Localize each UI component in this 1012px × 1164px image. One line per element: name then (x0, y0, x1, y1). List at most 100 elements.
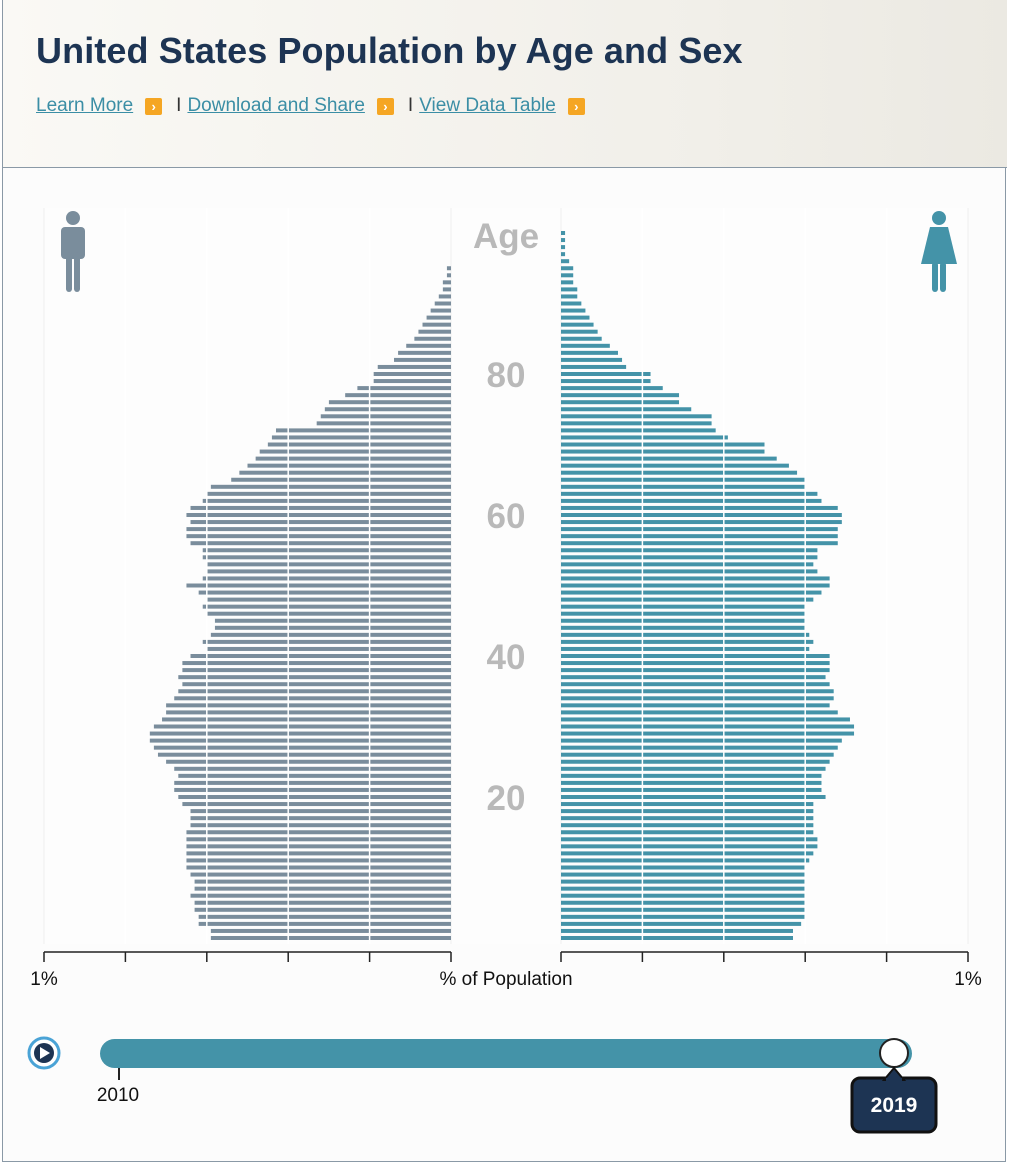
female-bar (561, 520, 842, 525)
female-bar (561, 421, 712, 426)
male-bar (406, 343, 451, 348)
download-and-share-link[interactable]: Download and Share (187, 95, 365, 116)
selected-year-label: 2019 (871, 1094, 918, 1117)
female-bar (561, 632, 810, 637)
male-bar (178, 773, 451, 778)
age-axis-title: Age (473, 217, 539, 256)
female-bar (561, 837, 818, 842)
male-bar (202, 604, 451, 609)
male-bar (214, 625, 451, 630)
female-bar (561, 604, 806, 609)
male-bar (198, 921, 451, 926)
female-bar (561, 527, 838, 532)
male-bar (442, 287, 451, 292)
male-bar (206, 597, 451, 602)
female-bar (561, 463, 789, 468)
arrow-right-icon[interactable]: › (376, 97, 394, 115)
male-bar (149, 731, 451, 736)
x-tick-left-max: 1% (30, 969, 58, 990)
female-bar (561, 245, 566, 250)
header-links: Learn More › I Download and Share › I Vi… (36, 95, 599, 117)
male-bar (434, 301, 451, 306)
female-bar (561, 273, 574, 278)
male-bar (157, 752, 451, 757)
male-bar (166, 710, 451, 715)
female-bar (561, 294, 578, 299)
female-bar (561, 618, 806, 623)
male-bar (194, 879, 451, 884)
page-title: United States Population by Age and Sex (36, 30, 743, 71)
female-bar (561, 513, 842, 517)
male-bar (210, 484, 451, 489)
male-figure-icon (61, 211, 85, 292)
male-bar (174, 780, 452, 785)
female-bar (561, 886, 806, 891)
male-bar (166, 703, 451, 708)
female-bar (561, 936, 793, 940)
female-bar (561, 393, 680, 398)
male-bar (414, 336, 451, 341)
female-bar (561, 738, 842, 743)
female-figure-icon (921, 211, 957, 292)
female-bar (561, 364, 627, 369)
female-bar (561, 400, 680, 405)
male-bar (271, 435, 451, 440)
female-bar (561, 661, 830, 666)
header: United States Population by Age and Sex … (3, 0, 1007, 168)
male-bars (149, 266, 452, 940)
male-bar (210, 928, 451, 933)
female-bar (561, 879, 806, 884)
female-bar (561, 491, 818, 496)
female-bar (561, 872, 806, 877)
male-bar (438, 294, 451, 299)
female-bar (561, 717, 850, 722)
slider-start-year: 2010 (97, 1085, 139, 1106)
arrow-right-icon[interactable]: › (145, 97, 163, 115)
female-bar (561, 287, 578, 292)
female-bar (561, 851, 814, 856)
male-bar (259, 449, 451, 454)
link-separator: I (407, 95, 414, 116)
male-bar (206, 491, 451, 496)
male-bar (174, 787, 452, 792)
female-bars (561, 231, 855, 940)
female-bar (561, 280, 574, 285)
female-bar (561, 562, 814, 567)
male-bar (186, 534, 451, 539)
view-data-table-link[interactable]: View Data Table (419, 95, 556, 116)
year-slider-handle[interactable] (879, 1038, 909, 1068)
female-bar (561, 900, 806, 905)
male-bar (345, 393, 451, 398)
male-bar (426, 315, 451, 320)
male-bar (149, 738, 451, 743)
female-bar (561, 435, 728, 440)
male-bar (373, 379, 451, 384)
x-tick-right-max: 1% (954, 969, 982, 990)
female-bar (561, 484, 806, 489)
female-bar (561, 231, 566, 235)
arrow-right-icon[interactable]: › (567, 97, 585, 115)
year-slider-track[interactable] (100, 1039, 912, 1068)
male-bar (202, 639, 451, 644)
female-bar (561, 731, 855, 736)
female-bar (561, 752, 834, 757)
play-icon[interactable] (27, 1036, 61, 1070)
male-bar (328, 400, 451, 405)
male-bar (198, 914, 451, 919)
male-bar (194, 900, 451, 905)
female-bar (561, 449, 765, 454)
x-axis (43, 951, 969, 962)
male-bar (210, 632, 451, 637)
female-bar (561, 830, 814, 835)
age-tick-60: 60 (487, 497, 526, 536)
male-bar (320, 414, 451, 419)
male-bar (206, 569, 451, 574)
male-bar (186, 583, 451, 588)
female-bar (561, 816, 814, 821)
learn-more-link[interactable]: Learn More (36, 95, 134, 116)
male-bar (446, 266, 451, 271)
male-bar (357, 386, 451, 391)
male-bar (186, 865, 451, 870)
age-tick-20: 20 (487, 779, 526, 818)
male-bar (442, 280, 451, 285)
